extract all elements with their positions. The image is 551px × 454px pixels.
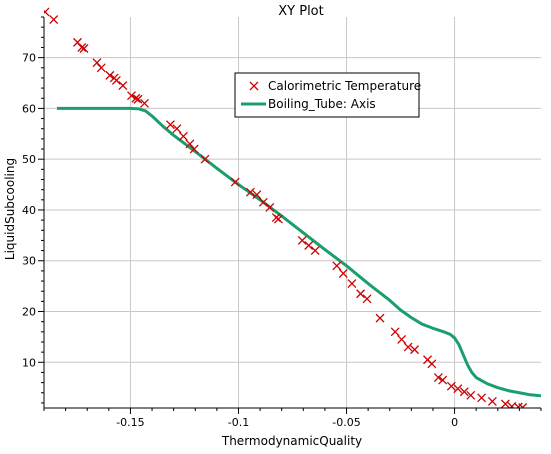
data-point-calorimetric bbox=[518, 403, 528, 408]
data-point-calorimetric bbox=[397, 334, 407, 344]
legend-box bbox=[234, 72, 420, 118]
data-point-calorimetric bbox=[273, 214, 283, 224]
x-tick-label: -0.15 bbox=[116, 416, 144, 429]
data-point-calorimetric bbox=[375, 313, 385, 323]
series-layer bbox=[44, 7, 542, 408]
data-point-calorimetric bbox=[332, 261, 342, 271]
data-point-calorimetric bbox=[131, 93, 141, 103]
data-point-calorimetric bbox=[403, 342, 413, 352]
data-point-calorimetric bbox=[513, 402, 523, 408]
data-point-calorimetric bbox=[487, 396, 497, 406]
data-point-calorimetric bbox=[433, 373, 443, 382]
legend-entry-boiling-tube: Boiling_Tube: Axis bbox=[241, 97, 376, 111]
data-point-calorimetric bbox=[297, 235, 307, 245]
x-tick-label: -0.05 bbox=[332, 416, 360, 429]
data-point-calorimetric bbox=[265, 202, 275, 212]
axes bbox=[43, 17, 541, 409]
y-tick-label: 20 bbox=[22, 306, 36, 319]
data-point-calorimetric bbox=[252, 190, 262, 200]
data-point-calorimetric bbox=[453, 384, 463, 394]
data-point-calorimetric bbox=[165, 120, 175, 130]
y-tick-label: 70 bbox=[22, 52, 36, 65]
data-point-calorimetric bbox=[390, 327, 400, 337]
data-point-calorimetric bbox=[258, 197, 268, 207]
data-point-calorimetric bbox=[438, 375, 448, 385]
y-tick-label: 30 bbox=[22, 255, 36, 268]
legend-label-calorimetric: Calorimetric Temperature bbox=[268, 79, 421, 93]
data-point-calorimetric bbox=[79, 44, 89, 53]
data-point-calorimetric bbox=[230, 177, 240, 187]
y-tick-label: 10 bbox=[22, 356, 36, 369]
x-axis-title: ThermodynamicQuality bbox=[221, 434, 362, 448]
plot-area bbox=[44, 7, 542, 408]
series-line-boiling-tube bbox=[56, 106, 542, 398]
data-point-calorimetric bbox=[356, 289, 366, 299]
data-point-calorimetric bbox=[500, 399, 510, 408]
data-point-calorimetric bbox=[49, 15, 59, 24]
data-point-calorimetric bbox=[310, 246, 320, 256]
data-point-calorimetric bbox=[459, 387, 469, 397]
data-point-calorimetric bbox=[127, 91, 136, 101]
minor-ticks bbox=[38, 16, 542, 414]
y-tick-label: 40 bbox=[22, 204, 36, 217]
legend-entry-calorimetric: Calorimetric Temperature bbox=[249, 79, 421, 93]
data-point-calorimetric bbox=[77, 43, 87, 52]
data-point-calorimetric bbox=[200, 154, 210, 164]
data-point-calorimetric bbox=[172, 124, 182, 134]
data-point-calorimetric bbox=[477, 393, 487, 403]
data-point-calorimetric bbox=[347, 279, 357, 289]
data-point-calorimetric bbox=[362, 294, 372, 304]
data-point-calorimetric bbox=[111, 76, 121, 85]
data-point-calorimetric bbox=[410, 345, 420, 355]
legend-label-boiling-tube: Boiling_Tube: Axis bbox=[268, 97, 376, 111]
data-point-calorimetric bbox=[338, 268, 348, 278]
y-tick-label: 50 bbox=[22, 153, 36, 166]
x-tick-label: 0 bbox=[451, 416, 458, 429]
data-point-calorimetric bbox=[427, 359, 437, 369]
data-point-calorimetric bbox=[140, 98, 149, 108]
data-point-calorimetric bbox=[133, 94, 143, 104]
data-point-calorimetric bbox=[118, 81, 128, 91]
data-point-calorimetric bbox=[44, 7, 50, 17]
data-point-calorimetric bbox=[189, 144, 199, 154]
y-axis-title: LiquidSubcooling bbox=[3, 158, 17, 260]
data-point-calorimetric bbox=[304, 241, 314, 250]
x-tick-label: -0.1 bbox=[228, 416, 249, 429]
data-point-calorimetric bbox=[105, 70, 115, 80]
legend-marker-x-icon bbox=[249, 81, 259, 91]
data-point-calorimetric bbox=[466, 390, 476, 400]
tick-labels: -0.15 -0.1 -0.05 0 10 20 30 40 50 60 70 bbox=[22, 52, 458, 429]
legend: Calorimetric Temperature Boiling_Tube: A… bbox=[234, 72, 421, 118]
plot-title: XY Plot bbox=[278, 4, 323, 19]
data-point-calorimetric bbox=[178, 131, 188, 141]
y-tick-label: 60 bbox=[22, 102, 36, 115]
data-point-calorimetric bbox=[96, 63, 106, 73]
data-point-calorimetric bbox=[446, 381, 456, 391]
data-point-calorimetric bbox=[245, 187, 255, 197]
